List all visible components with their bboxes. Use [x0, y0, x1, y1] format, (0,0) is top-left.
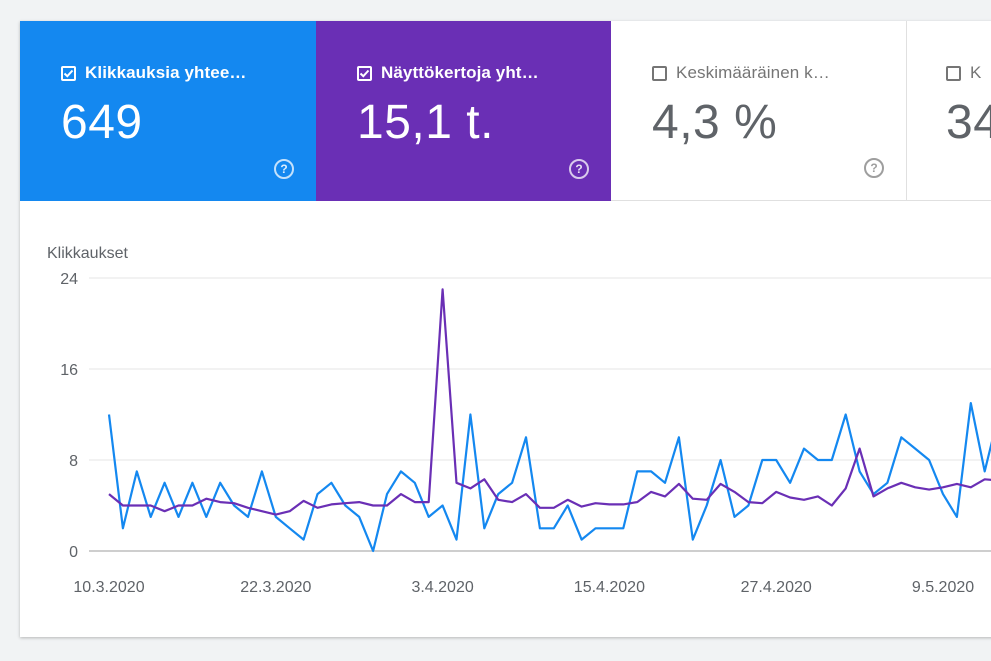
metric-header: Klikkauksia yhtee… [61, 61, 316, 85]
x-tick-label: 3.4.2020 [411, 579, 473, 596]
metric-label: K [970, 63, 982, 82]
metric-value: 34 [946, 96, 991, 149]
performance-panel: Klikkauksia yhtee… 649 ? Näyttökertoja y… [20, 21, 991, 637]
metric-header: K [946, 61, 991, 85]
x-tick-label: 27.4.2020 [741, 579, 812, 596]
y-axis-label: Klikkaukset [47, 245, 128, 262]
y-tick-label: 8 [69, 453, 78, 470]
metric-value: 15,1 t. [357, 96, 494, 149]
metric-tile-impressions[interactable]: Näyttökertoja yht… 15,1 t. ? [316, 21, 611, 201]
x-tick-label: 9.5.2020 [912, 579, 974, 596]
metric-value: 4,3 % [652, 96, 778, 149]
checkbox-checked-icon[interactable] [61, 65, 76, 81]
help-icon[interactable]: ? [274, 159, 294, 179]
x-tick-label: 10.3.2020 [73, 579, 144, 596]
metric-header: Keskimääräinen k… [652, 61, 906, 85]
metric-tile-clicks[interactable]: Klikkauksia yhtee… 649 ? [20, 21, 316, 201]
help-icon[interactable]: ? [569, 159, 589, 179]
checkbox-unchecked-icon[interactable] [652, 65, 667, 81]
x-tick-label: 22.3.2020 [240, 579, 311, 596]
metric-label: Näyttökertoja yht… [381, 63, 539, 82]
help-icon[interactable]: ? [864, 158, 884, 178]
y-tick-label: 16 [60, 362, 78, 379]
x-tick-label: 15.4.2020 [574, 579, 645, 596]
metric-value: 649 [61, 96, 143, 149]
metric-header: Näyttökertoja yht… [357, 61, 611, 85]
metric-tiles: Klikkauksia yhtee… 649 ? Näyttökertoja y… [20, 21, 991, 201]
checkbox-unchecked-icon[interactable] [946, 65, 961, 81]
metric-label: Klikkauksia yhtee… [85, 63, 247, 82]
y-tick-label: 24 [60, 271, 78, 288]
metric-tile-ctr[interactable]: Keskimääräinen k… 4,3 % ? [611, 21, 906, 201]
series-line-clicks [107, 402, 991, 553]
metric-label: Keskimääräinen k… [676, 63, 830, 82]
metric-tile-position[interactable]: K 34 [906, 21, 991, 201]
checkbox-checked-icon[interactable] [357, 65, 372, 81]
performance-chart: 0 8 16 24 Klikkaukset 10.3.2020 22.3.2020 3.4.2… [47, 245, 991, 596]
y-tick-label: 0 [69, 544, 78, 561]
series-line-impressions [108, 288, 991, 516]
